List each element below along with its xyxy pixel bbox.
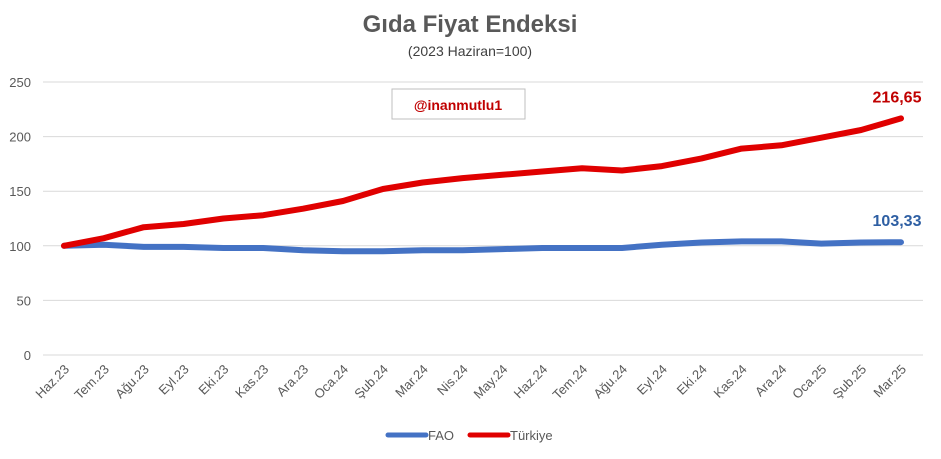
x-tick-label: Nis.24 bbox=[434, 362, 471, 399]
x-tick-label: Şub.25 bbox=[830, 362, 870, 402]
y-tick-label: 100 bbox=[9, 239, 31, 254]
y-tick-label: 250 bbox=[9, 75, 31, 90]
x-tick-label: Eyl.23 bbox=[156, 362, 192, 398]
x-tick-label: May.24 bbox=[470, 362, 510, 402]
y-tick-label: 0 bbox=[24, 348, 31, 363]
end-labels: 103,33 216,65 bbox=[873, 89, 922, 230]
x-tick-label: Oca.24 bbox=[311, 362, 351, 402]
chart-title: Gıda Fiyat Endeksi bbox=[363, 11, 578, 38]
x-tick-label: Şub.24 bbox=[351, 362, 391, 402]
x-tick-label: Eyl.24 bbox=[634, 362, 670, 398]
chart-subtitle: (2023 Haziran=100) bbox=[408, 43, 532, 59]
series-line-t-rkiye bbox=[61, 115, 904, 249]
legend-label: Türkiye bbox=[510, 428, 553, 443]
x-tick-label: Ağu.23 bbox=[112, 362, 152, 402]
x-tick-label: Eki.24 bbox=[674, 362, 710, 398]
end-data-label: 103,33 bbox=[873, 213, 922, 230]
x-tick-label: Ara.23 bbox=[274, 362, 312, 400]
series-lines bbox=[61, 115, 904, 255]
legend: FAO Türkiye bbox=[385, 428, 553, 443]
end-data-label: 216,65 bbox=[873, 89, 922, 106]
annotation-border bbox=[391, 88, 526, 120]
x-tick-label: Eki.23 bbox=[195, 362, 231, 398]
gridlines bbox=[43, 81, 923, 356]
x-axis: Haz.23 Tem.23 Ağu.23 Eyl.23 Eki.23 Kas.23 Ara.… bbox=[32, 362, 909, 403]
x-tick-label: Kas.24 bbox=[710, 362, 749, 401]
x-tick-label: Tem.24 bbox=[550, 362, 591, 403]
x-tick-label: Mar.25 bbox=[870, 362, 909, 401]
y-tick-label: 150 bbox=[9, 184, 31, 199]
x-tick-label: Haz.24 bbox=[511, 362, 551, 402]
legend-label: FAO bbox=[428, 428, 454, 443]
y-axis: 0 50 100 150 200 250 bbox=[9, 75, 31, 363]
series-line-fao bbox=[61, 238, 904, 255]
x-tick-label: Tem.23 bbox=[71, 362, 112, 403]
x-tick-label: Mar.24 bbox=[392, 362, 431, 401]
annotation-box: @inanmutlu1 bbox=[391, 88, 526, 120]
x-tick-label: Kas.23 bbox=[232, 362, 271, 401]
x-tick-label: Ara.24 bbox=[752, 362, 790, 400]
x-tick-label: Ağu.24 bbox=[590, 362, 630, 402]
y-tick-label: 50 bbox=[17, 293, 31, 308]
y-tick-label: 200 bbox=[9, 130, 31, 145]
x-tick-label: Haz.23 bbox=[32, 362, 72, 402]
x-tick-label: Oca.25 bbox=[789, 362, 829, 402]
annotation-handle: @inanmutlu1 bbox=[414, 97, 503, 113]
